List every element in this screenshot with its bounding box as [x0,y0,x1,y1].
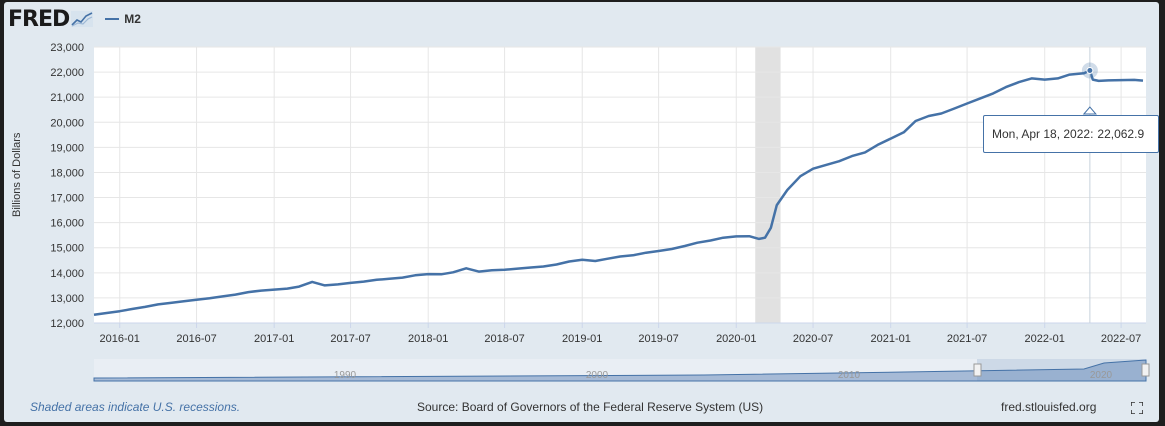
y-tick-label: 12,000 [50,318,84,330]
series-line-m2 [93,69,1144,316]
x-tick-label: 2020-07 [793,333,833,345]
x-tick-label: 2017-07 [330,333,370,345]
fullscreen-icon[interactable] [1131,402,1143,414]
y-tick-label: 18,000 [50,167,84,179]
y-tick-label: 15,000 [50,243,84,255]
x-tick-label: 2016-07 [176,333,216,345]
x-tick-label: 2018-01 [408,333,448,345]
source-text[interactable]: Source: Board of Governors of the Federa… [417,400,764,414]
x-tick-label: 2021-01 [871,333,911,345]
tooltip-pointer [1082,106,1097,115]
y-tick-label: 21,000 [50,92,84,104]
legend[interactable]: M2 [105,12,141,26]
navigator-year-label: 2010 [838,370,861,381]
y-tick-label: 13,000 [50,293,84,305]
fred-logo-text: FRED [8,6,70,32]
tooltip-value: 22,062.9 [1097,127,1145,141]
navigator-year-label: 2020 [1090,370,1113,381]
fred-logo-chart-icon [71,11,94,27]
x-tick-label: 2022-01 [1025,333,1065,345]
plot-area [94,47,1146,323]
y-tick-label: 20,000 [50,117,84,129]
y-tick-label: 22,000 [50,67,84,79]
x-tick-label: 2022-07 [1101,333,1141,345]
hover-point [1086,67,1094,75]
navigator-year-label: 1990 [334,370,357,381]
recession-band [755,47,781,323]
tooltip-date: Mon, Apr 18, 2022: [992,127,1094,141]
x-tick-label: 2020-01 [716,333,756,345]
y-tick-label: 14,000 [50,268,84,280]
y-tick-label: 19,000 [50,142,84,154]
navigator-handle-right[interactable] [1141,363,1150,377]
tooltip: Mon, Apr 18, 2022: 22,062.9 [983,115,1159,153]
chart-svg: 12,000 13,000 14,000 15,000 16,000 17,000 18,0… [50,42,1150,382]
navigator-handle-left[interactable] [973,363,982,377]
navigator-series [93,359,1147,382]
x-tick-label: 2016-01 [100,333,140,345]
site-link[interactable]: fred.stlouisfed.org [1001,400,1097,414]
y-tick-label: 17,000 [50,193,84,205]
legend-label: M2 [124,12,141,26]
chart-container: FRED M2 Billions of Dollars 12,000 13,000… [4,2,1159,422]
x-tick-label: 2017-01 [254,333,294,345]
x-tick-label: 2019-07 [638,333,678,345]
chart-header: FRED M2 [8,6,141,32]
x-tick-label: 2018-07 [484,333,524,345]
x-tick-label: 2021-07 [947,333,987,345]
legend-swatch [105,18,120,20]
fred-logo[interactable]: FRED [8,6,94,32]
x-tick-label: 2019-01 [562,333,602,345]
recession-note[interactable]: Shaded areas indicate U.S. recessions. [30,400,241,414]
y-tick-label: 16,000 [50,218,84,230]
navigator-year-label: 2000 [586,370,609,381]
y-tick-label: 23,000 [50,42,84,54]
